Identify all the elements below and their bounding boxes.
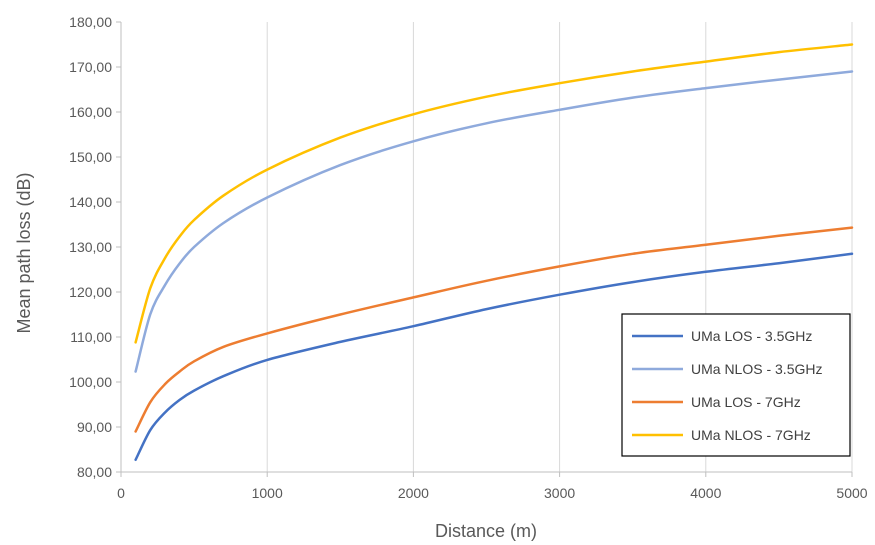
series-line-2 xyxy=(134,70,854,373)
y-tick-label: 130,00 xyxy=(69,239,112,255)
y-tick-label: 150,00 xyxy=(69,149,112,165)
legend-label: UMa NLOS - 7GHz xyxy=(691,427,811,443)
series-line-1 xyxy=(134,252,854,462)
y-tick-label: 80,00 xyxy=(77,464,112,480)
y-tick-label: 160,00 xyxy=(69,104,112,120)
x-tick-label: 3000 xyxy=(544,485,575,501)
y-tick-label: 120,00 xyxy=(69,284,112,300)
x-tick-label: 4000 xyxy=(690,485,721,501)
x-tick-label: 0 xyxy=(117,485,125,501)
tick-labels: 80,00 90,00 100,00 110,00 120,00 130,00 140,00… xyxy=(69,14,868,501)
axes xyxy=(116,21,853,477)
series-line-4 xyxy=(134,43,854,344)
x-tick-label: 2000 xyxy=(398,485,429,501)
y-tick-label: 100,00 xyxy=(69,374,112,390)
x-tick-label: 1000 xyxy=(252,485,283,501)
y-tick-label: 140,00 xyxy=(69,194,112,210)
y-tick-label: 90,00 xyxy=(77,419,112,435)
legend-label: UMa LOS - 3.5GHz xyxy=(691,328,812,344)
series-lines xyxy=(134,43,854,462)
y-tick-label: 170,00 xyxy=(69,59,112,75)
y-axis-title: Mean path loss (dB) xyxy=(14,172,34,333)
legend-box xyxy=(621,313,851,457)
x-axis-title: Distance (m) xyxy=(435,521,537,541)
series-line-3 xyxy=(134,226,854,433)
legend-label: UMa LOS - 7GHz xyxy=(691,394,801,410)
legend-label: UMa NLOS - 3.5GHz xyxy=(691,361,822,377)
y-tick-label: 110,00 xyxy=(70,329,112,345)
legend: UMa LOS - 3.5GHz UMa NLOS - 3.5GHz UMa LOS… xyxy=(621,313,851,457)
x-tick-label: 5000 xyxy=(836,485,867,501)
y-tick-label: 180,00 xyxy=(69,14,112,30)
